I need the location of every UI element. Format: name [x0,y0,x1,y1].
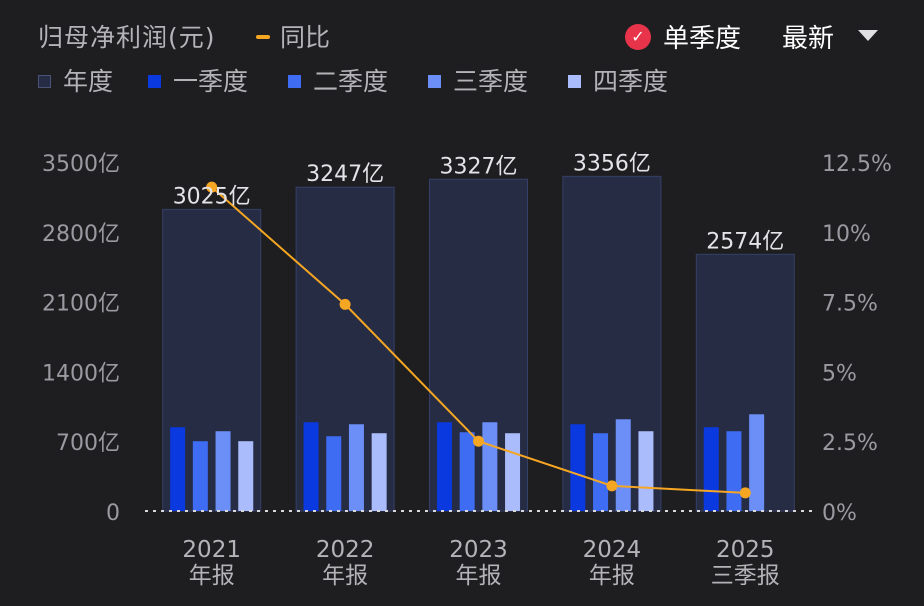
legend-label-q2: 二季度 [313,67,389,96]
x-tick-period-label: 年报 [456,563,502,589]
x-tick-year-label: 2024 [583,537,642,563]
legend-item-q3[interactable]: 三季度 [428,62,528,98]
annual-total-label: 2574亿 [706,229,784,254]
bar-q2 [326,436,342,511]
caret-down-icon [858,30,879,41]
check-circle-icon: ✓ [625,23,651,50]
y-tick-left-label: 2100亿 [42,292,120,317]
yoy-point [339,298,351,310]
yoy-legend[interactable]: 同比 [256,18,330,54]
bar-q3 [615,419,631,511]
y-tick-left-label: 1400亿 [42,361,120,386]
bar-q4 [505,433,521,511]
bar-q2 [726,431,742,511]
legend-label-q1: 一季度 [173,67,249,96]
latest-label: 最新 [782,24,835,54]
bar-q3 [482,422,498,511]
yoy-line-icon [256,35,270,39]
legend-swatch-annual [38,74,51,88]
bar-q1 [436,422,452,511]
x-tick-period-label: 三季报 [711,563,780,589]
annual-total-label: 3247亿 [306,162,384,187]
bar-q4 [238,441,254,511]
y-tick-right-label: 2.5% [822,431,878,456]
legend-item-q4[interactable]: 四季度 [568,62,668,98]
annual-total-label: 3356亿 [573,151,651,176]
yoy-point [739,487,751,499]
chart-title: 归母净利润(元) [38,23,216,52]
x-tick-year-label: 2025 [716,537,775,563]
x-tick-period-label: 年报 [189,563,235,589]
chart-header: 归母净利润(元) 同比 ✓ 单季度 最新 [0,0,924,60]
y-tick-right-label: 0% [822,501,857,526]
legend-swatch-q4 [568,74,581,88]
legend-label-q4: 四季度 [593,67,669,96]
y-tick-right-label: 10% [822,222,871,247]
x-tick-period-label: 年报 [589,563,635,589]
annual-total-label: 3025亿 [173,184,251,209]
single-quarter-toggle[interactable]: ✓ 单季度 [625,18,741,55]
y-tick-right-label: 7.5% [822,292,878,317]
legend-label-q3: 三季度 [453,67,529,96]
bar-q1 [303,422,319,511]
bar-q3 [348,424,364,511]
latest-dropdown[interactable]: 最新 [782,18,879,55]
single-quarter-label: 单季度 [663,24,742,54]
annual-total-label: 3327亿 [440,154,518,179]
bar-q2 [192,441,208,511]
x-tick-year-label: 2022 [316,537,375,563]
bar-q1 [570,424,586,511]
y-tick-left-label: 0 [106,501,120,526]
legend-item-q2[interactable]: 二季度 [288,62,388,98]
bar-q3 [749,414,765,511]
y-tick-left-label: 3500亿 [42,152,120,177]
yoy-point [606,480,618,492]
yoy-legend-label: 同比 [280,23,331,52]
y-tick-left-label: 2800亿 [42,222,120,247]
bar-q2 [593,433,609,511]
x-tick-year-label: 2021 [182,537,241,563]
bar-q2 [459,432,475,511]
legend-label-annual: 年度 [63,67,114,96]
yoy-point [473,435,484,447]
legend-swatch-q1 [148,74,161,88]
legend-item-annual[interactable]: 年度 [38,62,113,98]
y-tick-right-label: 12.5% [822,152,892,177]
bar-q1 [703,427,719,511]
legend-swatch-q2 [288,74,301,88]
y-tick-left-label: 700亿 [56,431,120,456]
legend-item-q1[interactable]: 一季度 [148,62,248,98]
bar-q3 [215,431,231,511]
bar-q4 [371,433,387,511]
y-tick-right-label: 5% [822,361,857,386]
bar-q1 [170,427,186,511]
legend-swatch-q3 [428,74,441,88]
x-tick-period-label: 年报 [322,563,368,589]
x-tick-year-label: 2023 [449,537,508,563]
yoy-point [206,181,218,193]
bar-q4 [638,431,654,511]
